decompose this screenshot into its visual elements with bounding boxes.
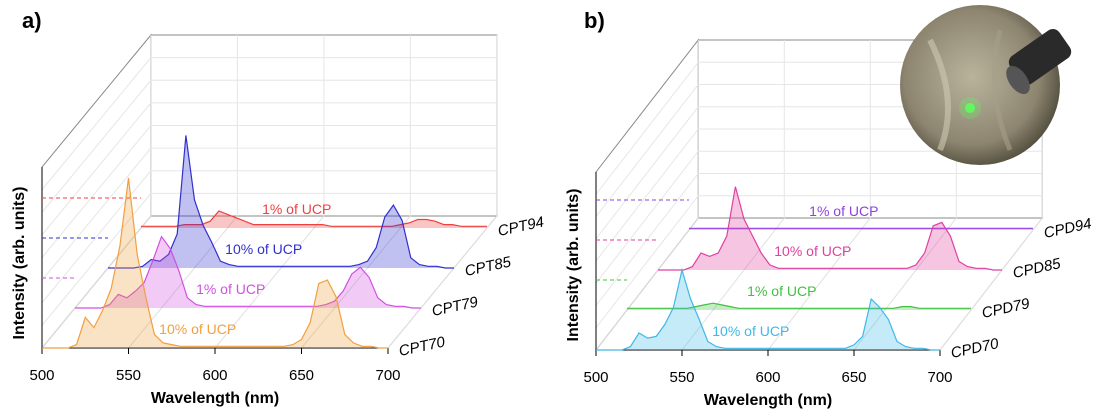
wall-grid [41, 79, 152, 213]
grid-line [387, 215, 498, 349]
x-axis-label: Wavelength (nm) [704, 392, 832, 409]
x-tick-label: 550 [116, 367, 141, 384]
wall-grid [595, 128, 699, 262]
x-tick-label: 700 [375, 367, 400, 384]
spectrum-line [596, 267, 940, 351]
series-annotation: 10% of UCP [712, 323, 789, 339]
x-tick-label: 600 [755, 369, 780, 386]
series-name: CPT85 [463, 253, 513, 279]
series-name: CPT94 [496, 214, 545, 240]
spectrum-line [42, 177, 388, 349]
grid-line [853, 217, 957, 351]
x-tick-label: 500 [583, 369, 608, 386]
wall-grid [41, 57, 152, 190]
grid-line [681, 217, 785, 351]
spectrum-line [75, 235, 421, 309]
grid-line [41, 215, 152, 349]
wall-grid [595, 150, 699, 284]
panel-label: a) [22, 8, 42, 33]
x-tick-label: 700 [927, 369, 952, 386]
y-axis-label: Intensity (arb. units) [11, 187, 28, 340]
spectrum-line [627, 302, 971, 309]
grid-line [767, 217, 871, 351]
series-name: CPD85 [1011, 255, 1062, 282]
series-annotation: 10% of UCP [159, 321, 236, 337]
grid-line [939, 217, 1043, 351]
x-tick-label: 550 [669, 369, 694, 386]
spectrum-line [108, 135, 454, 269]
series-name: CPD70 [949, 335, 1000, 362]
spectrum-line [658, 186, 1002, 271]
panel-label: b) [584, 8, 605, 33]
spectrum-fill [75, 236, 421, 308]
spectrum-fill [108, 135, 454, 268]
spectrum-line [141, 210, 487, 227]
inset-photo [900, 5, 1072, 165]
wall-grid [595, 106, 699, 240]
spectrum-fill [42, 178, 388, 348]
x-tick-label: 650 [841, 369, 866, 386]
grid-line [595, 217, 699, 351]
series-annotation: 1% of UCP [196, 281, 265, 297]
series-name: CPT79 [430, 293, 480, 319]
grid-line [214, 215, 325, 349]
wall-grid [41, 125, 152, 258]
series-annotation: 10% of UCP [774, 243, 851, 259]
series-annotation: 1% of UCP [809, 203, 878, 219]
spectrum-fill [141, 211, 487, 228]
x-tick-label: 650 [289, 367, 314, 384]
series-annotation: 1% of UCP [747, 283, 816, 299]
wall-grid [41, 170, 152, 304]
series-name: CPD79 [980, 295, 1031, 322]
series-name: CPT70 [397, 333, 447, 359]
wall-grid [595, 84, 699, 217]
series-annotation: 10% of UCP [225, 241, 302, 257]
spectrum-fill [596, 270, 940, 350]
wall-grid [41, 147, 152, 281]
y-axis-label: Intensity (arb. units) [565, 189, 582, 342]
x-tick-label: 500 [29, 367, 54, 384]
series-name: CPD94 [1042, 215, 1093, 242]
wall-grid [595, 195, 699, 329]
series-annotation: 1% of UCP [262, 201, 331, 217]
x-axis-label: Wavelength (nm) [151, 390, 279, 407]
wall-grid [41, 102, 152, 236]
grid-line [301, 215, 411, 349]
wall-grid [595, 61, 699, 195]
spectrum-fill [658, 186, 1002, 270]
x-tick-label: 600 [202, 367, 227, 384]
